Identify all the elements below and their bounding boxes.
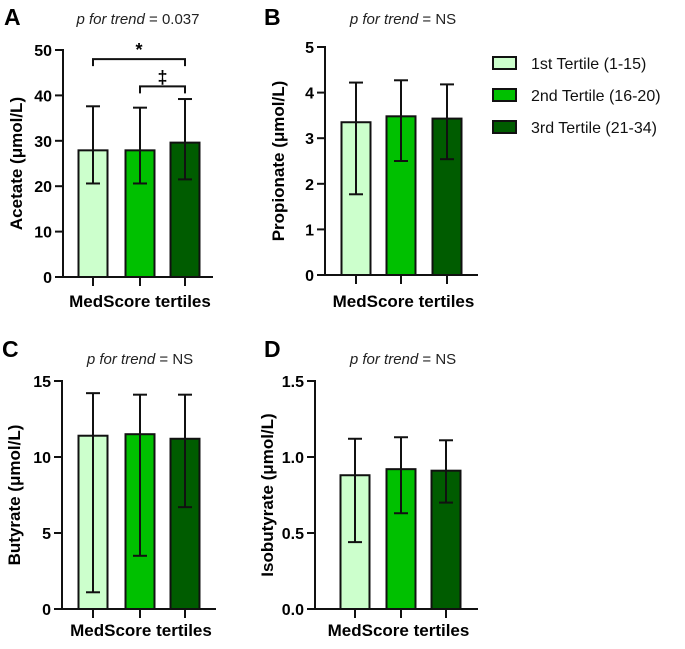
legend: 1st Tertile (1-15) 2nd Tertile (16-20) 3rd… xyxy=(492,56,661,137)
panel-letter: A xyxy=(4,4,21,30)
panel-title: p for trend = 0.037 xyxy=(75,11,199,28)
legend-swatch-1 xyxy=(492,56,517,70)
x-axis-label: MedScore tertiles xyxy=(69,292,211,311)
y-tick-label: 10 xyxy=(33,450,51,467)
y-tick-label: 15 xyxy=(33,374,51,391)
y-tick-label: 0.0 xyxy=(282,602,304,619)
panel-title: p for trend = NS xyxy=(86,351,193,368)
bar-1 xyxy=(340,121,372,276)
y-tick-label: 2 xyxy=(305,177,314,194)
x-axis-label: MedScore tertiles xyxy=(70,621,212,640)
y-axis-label: Butyrate (μmol/L) xyxy=(5,425,24,566)
x-axis-label: MedScore tertiles xyxy=(328,621,470,640)
y-tick-label: 4 xyxy=(305,86,314,103)
y-tick-label: 5 xyxy=(305,40,314,57)
y-tick-label: 1 xyxy=(305,222,314,239)
y-tick-label: 0.5 xyxy=(282,526,304,543)
legend-label-3: 3rd Tertile (21-34) xyxy=(531,120,657,137)
x-axis-label: MedScore tertiles xyxy=(333,292,475,311)
legend-label-2: 2nd Tertile (16-20) xyxy=(531,88,661,105)
legend-swatch-2 xyxy=(492,88,517,102)
y-tick-label: 40 xyxy=(34,88,52,105)
y-axis-label: Propionate (μmol/L) xyxy=(269,81,288,242)
y-tick-label: 0 xyxy=(43,270,52,287)
y-tick-label: 0 xyxy=(305,268,314,285)
y-tick-label: 0 xyxy=(42,602,51,619)
y-tick-label: 10 xyxy=(34,225,52,242)
y-tick-label: 1.5 xyxy=(282,374,304,391)
panel-title: p for trend = NS xyxy=(349,351,456,368)
y-tick-label: 30 xyxy=(34,134,52,151)
y-tick-label: 1.0 xyxy=(282,450,304,467)
significance-bracket xyxy=(139,85,186,94)
panel-letter: B xyxy=(264,4,281,30)
y-tick-label: 20 xyxy=(34,179,52,196)
legend-swatch-3 xyxy=(492,120,517,134)
y-axis-label: Isobutyrate (μmol/L) xyxy=(258,413,277,576)
y-tick-label: 5 xyxy=(42,526,51,543)
panel-letter: D xyxy=(264,336,281,362)
significance-bracket xyxy=(92,58,186,67)
y-tick-label: 50 xyxy=(34,43,52,60)
y-axis-label: Acetate (μmol/L) xyxy=(7,97,26,230)
legend-label-1: 1st Tertile (1-15) xyxy=(531,56,646,73)
panel-letter: C xyxy=(2,336,19,362)
panel-title: p for trend = NS xyxy=(349,11,456,28)
significance-marker: * xyxy=(135,40,142,60)
significance-marker: ‡ xyxy=(157,67,167,87)
y-tick-label: 3 xyxy=(305,131,314,148)
